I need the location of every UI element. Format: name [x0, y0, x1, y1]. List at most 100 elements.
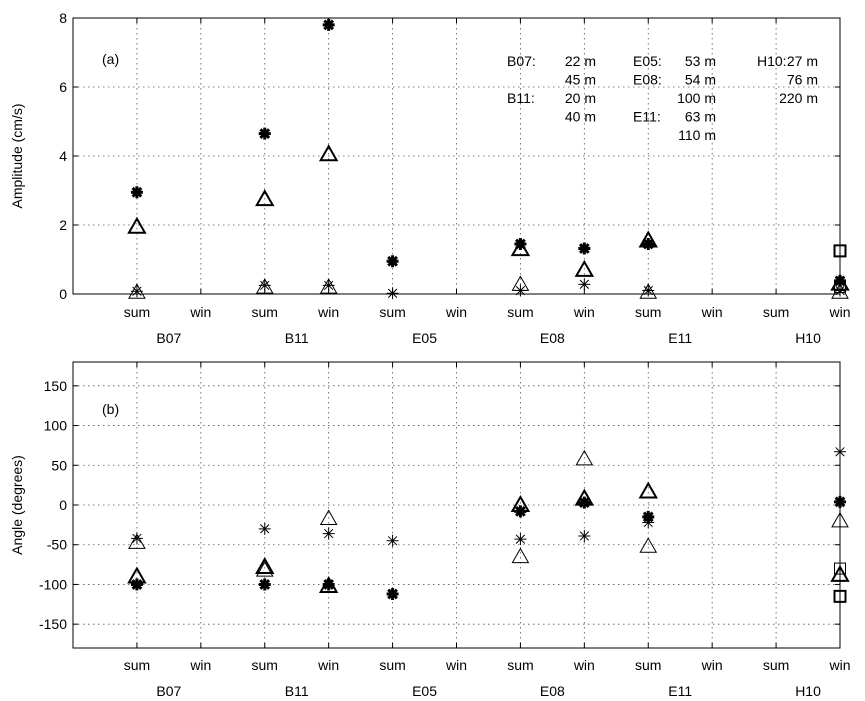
data-point-triangle — [319, 509, 338, 526]
annotation-station: B07: — [507, 53, 536, 69]
station-label: E05 — [412, 683, 437, 699]
x-tick-label: win — [573, 657, 595, 673]
grid-lines — [73, 362, 841, 648]
amplitude-panel: 0 2 4 6 8 sum win sum win sum win sum win sum win sum wi… — [9, 10, 851, 346]
station-label: E11 — [668, 330, 692, 346]
data-point-star-bold — [578, 242, 591, 255]
data-point-star — [130, 285, 143, 298]
annotation-depth: 45 m — [565, 72, 596, 88]
y-tick-label: 4 — [59, 148, 67, 164]
panel-label: (a) — [102, 51, 119, 67]
y-tick-label: -50 — [47, 537, 67, 553]
x-tick-label: sum — [635, 304, 661, 320]
x-tick-label: sum — [507, 657, 533, 673]
data-point-star-bold — [834, 495, 846, 508]
data-point-square-bold — [833, 589, 847, 603]
annotation-depth: 220 m — [779, 90, 818, 106]
x-tick-label: sum — [763, 657, 789, 673]
x-tick-label: win — [189, 304, 211, 320]
annotation-depth: 20 m — [565, 90, 596, 106]
data-point-triangle-bold — [830, 564, 850, 582]
data-point-star — [386, 287, 399, 300]
data-point-star-bold — [642, 237, 655, 250]
data-point-triangle-bold — [318, 144, 339, 162]
data-point-triangle — [128, 533, 146, 549]
data-point-star — [578, 529, 591, 542]
annotation-depth: 22 m — [565, 53, 596, 69]
data-point-star-bold — [258, 578, 271, 591]
x-tick-label: win — [317, 304, 339, 320]
data-point-triangle — [128, 283, 146, 299]
annotation-depth: 110 m — [678, 127, 716, 143]
y-tick-label: 150 — [44, 378, 68, 394]
data-point-triangle — [831, 283, 849, 299]
data-point-star — [514, 284, 527, 297]
station-label: B11 — [285, 330, 309, 346]
x-tick-label: sum — [379, 657, 405, 673]
data-point-star-bold — [322, 578, 335, 591]
data-point-triangle — [639, 283, 658, 299]
data-point-triangle — [831, 511, 849, 528]
data-point-triangle — [255, 561, 274, 577]
data-point-star-bold — [386, 587, 399, 600]
data-point-star-bold — [386, 255, 399, 268]
data-point-square — [834, 562, 846, 575]
x-tick-label: win — [828, 304, 850, 320]
station-label: E08 — [540, 330, 565, 346]
data-point-triangle — [255, 278, 274, 294]
x-tick-label: sum — [763, 304, 789, 320]
data-point-star — [642, 284, 655, 297]
x-tick-label: win — [317, 657, 339, 673]
x-tick-label: win — [828, 657, 850, 673]
data-point-star — [258, 279, 271, 292]
annotation-depth: 40 m — [565, 109, 596, 125]
data-point-triangle — [511, 547, 530, 564]
y-tick-label: 100 — [44, 418, 68, 434]
annotation-station: E08: — [633, 72, 662, 88]
data-point-star — [258, 522, 271, 535]
x-tick-label: sum — [507, 304, 533, 320]
y-tick-label: 6 — [59, 79, 67, 95]
station-label: B07 — [156, 330, 181, 346]
data-point-star — [834, 284, 846, 297]
data-point-triangle — [639, 537, 658, 553]
x-tick-label: win — [189, 657, 211, 673]
data-points — [127, 445, 850, 603]
data-point-star-bold — [322, 18, 335, 31]
data-point-star-bold — [130, 186, 143, 199]
station-label: E08 — [540, 683, 565, 699]
grid-lines — [73, 17, 841, 295]
data-point-star — [578, 278, 591, 291]
data-point-triangle-bold — [318, 576, 339, 594]
annotation-station: B11: — [507, 90, 535, 106]
annotation-depth: 76 m — [787, 72, 818, 88]
x-tick-label: win — [573, 304, 595, 320]
annotation-station: E05: — [633, 53, 662, 69]
y-tick-label: 0 — [59, 497, 67, 513]
x-tick-label: win — [701, 657, 723, 673]
data-point-triangle — [319, 278, 338, 294]
data-point-triangle-bold — [638, 481, 658, 499]
station-label: E05 — [412, 330, 437, 346]
angle-panel: -150 -100 -50 0 50 100 150 sum win sum win sum win su… — [9, 361, 851, 699]
data-points — [127, 18, 850, 300]
x-tick-label: sum — [252, 657, 278, 673]
data-point-triangle-bold — [574, 259, 595, 277]
annotation-station: H10: — [757, 53, 787, 69]
data-point-star — [514, 533, 527, 546]
annotation-depth: 27 m — [787, 53, 818, 69]
x-tick-label: win — [445, 657, 467, 673]
y-tick-label: 8 — [59, 10, 67, 26]
data-point-triangle-bold — [255, 189, 275, 207]
data-point-star-bold — [514, 505, 527, 518]
data-point-star — [322, 279, 335, 292]
x-tick-label: sum — [379, 304, 405, 320]
data-point-star — [834, 445, 846, 458]
data-point-star — [130, 532, 143, 545]
y-axis-label: Amplitude (cm/s) — [9, 103, 25, 208]
data-point-star — [642, 516, 655, 529]
x-tick-label: sum — [252, 304, 278, 320]
annotation-depth: 53 m — [685, 53, 716, 69]
data-point-star-bold — [578, 496, 591, 509]
